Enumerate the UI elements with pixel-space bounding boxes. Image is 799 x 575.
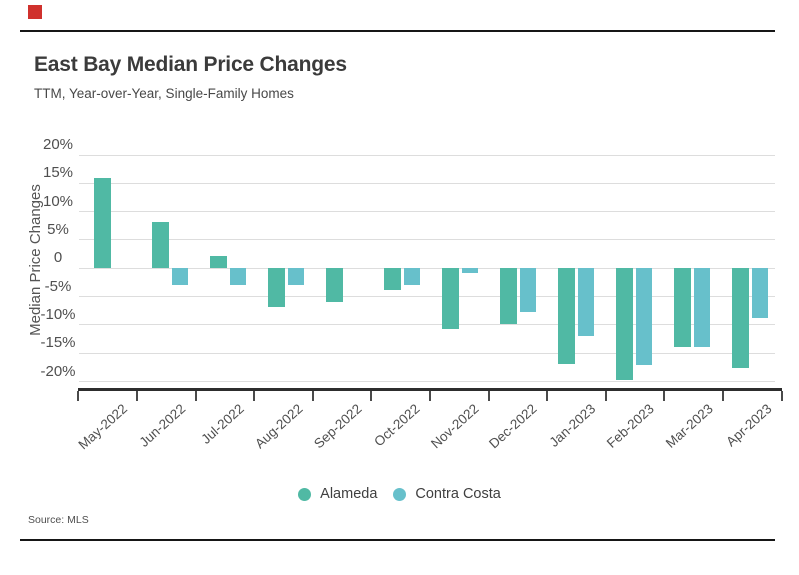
x-tick-label-Feb-2023: Feb-2023 [604, 401, 658, 451]
x-axis-tick-3 [253, 390, 256, 401]
x-axis-tick-9 [604, 390, 607, 401]
bar-contra-costa-Jun-2022 [171, 268, 189, 285]
brand-logo-red-square [28, 5, 42, 19]
x-axis-tick-2 [194, 390, 197, 401]
x-axis-tick-7 [487, 390, 490, 401]
x-tick-label-Jan-2023: Jan-2023 [546, 401, 599, 450]
x-tick-label-Oct-2022: Oct-2022 [371, 401, 423, 450]
bar-alameda-Aug-2022 [268, 268, 285, 308]
bar-contra-costa-Nov-2022 [461, 268, 479, 273]
x-axis-tick-11 [722, 390, 725, 401]
bar-contra-costa-Oct-2022 [403, 268, 421, 285]
y-tick-label-15%: 15% [42, 164, 74, 182]
bar-contra-costa-Mar-2023 [693, 268, 711, 347]
y-tick-label-10%: 10% [42, 192, 74, 210]
gridline--20% [79, 381, 775, 383]
bar-alameda-Jul-2022 [210, 255, 227, 269]
x-tick-label-Mar-2023: Mar-2023 [662, 401, 716, 451]
bar-contra-costa-Aug-2022 [287, 268, 305, 285]
legend-label-contra-costa: Contra Costa [415, 486, 501, 502]
gridline-5% [79, 239, 775, 241]
x-axis-tick-10 [663, 390, 666, 401]
bar-alameda-Dec-2022 [500, 268, 517, 324]
gridline-0 [79, 267, 775, 269]
bar-alameda-Feb-2023 [616, 268, 633, 381]
bar-alameda-Jan-2023 [558, 268, 575, 364]
legend-item-contra-costa: Contra Costa [393, 486, 501, 502]
x-axis-tick-12 [780, 390, 783, 401]
bar-alameda-May-2022 [94, 177, 111, 269]
gridline--15% [79, 352, 775, 354]
x-axis-tick-8 [546, 390, 549, 401]
bar-alameda-Oct-2022 [384, 268, 401, 291]
gridline-20% [79, 154, 775, 156]
bar-contra-costa-Feb-2023 [635, 268, 653, 365]
x-tick-label-Dec-2022: Dec-2022 [486, 401, 540, 452]
bar-alameda-Apr-2023 [732, 268, 749, 368]
bar-alameda-Sep-2022 [326, 268, 343, 302]
y-tick-label-20%: 20% [42, 136, 74, 154]
x-tick-label-Aug-2022: Aug-2022 [251, 401, 306, 452]
bar-contra-costa-Apr-2023 [751, 268, 769, 319]
x-tick-label-Jun-2022: Jun-2022 [136, 401, 189, 450]
top-divider [20, 30, 775, 32]
bottom-divider [20, 539, 775, 541]
x-tick-label-Nov-2022: Nov-2022 [427, 401, 482, 452]
source-note: Source: MLS [28, 514, 89, 526]
x-axis-tick-4 [311, 390, 314, 401]
bar-alameda-Jun-2022 [152, 221, 169, 269]
y-tick-label-0: 0 [53, 249, 63, 267]
gridline-10% [79, 211, 775, 213]
legend-label-alameda: Alameda [320, 486, 378, 502]
x-axis-line [78, 387, 782, 391]
x-axis-tick-6 [429, 390, 431, 401]
y-tick-label--10%: -10% [40, 305, 76, 323]
x-tick-label-Jul-2022: Jul-2022 [198, 401, 247, 447]
chart-subtitle: TTM, Year-over-Year, Single-Family Homes [34, 86, 294, 101]
y-tick-label--15%: -15% [40, 334, 76, 352]
bar-alameda-Mar-2023 [674, 268, 691, 347]
y-tick-label--5%: -5% [44, 277, 72, 295]
gridline-15% [79, 182, 775, 184]
x-tick-label-Apr-2023: Apr-2023 [723, 401, 775, 450]
legend-dot-alameda [298, 487, 312, 501]
legend-item-alameda: Alameda [298, 486, 377, 502]
legend: Alameda Contra Costa [0, 486, 799, 502]
gridline--5% [79, 296, 775, 298]
bar-contra-costa-Jan-2023 [577, 268, 595, 337]
x-tick-label-Sep-2022: Sep-2022 [310, 401, 365, 452]
chart-title: East Bay Median Price Changes [34, 53, 347, 76]
bar-contra-costa-Jul-2022 [229, 268, 247, 285]
y-tick-label--20%: -20% [40, 362, 76, 380]
x-axis-tick-5 [370, 390, 373, 401]
x-tick-label-May-2022: May-2022 [74, 401, 130, 453]
bar-alameda-Nov-2022 [442, 268, 459, 330]
x-axis-tick-1 [135, 390, 138, 401]
y-tick-label-5%: 5% [47, 220, 69, 238]
gridline--10% [79, 324, 775, 326]
x-axis-tick-0 [77, 390, 80, 401]
bar-contra-costa-Dec-2022 [519, 268, 537, 313]
legend-dot-contra-costa [393, 487, 407, 501]
